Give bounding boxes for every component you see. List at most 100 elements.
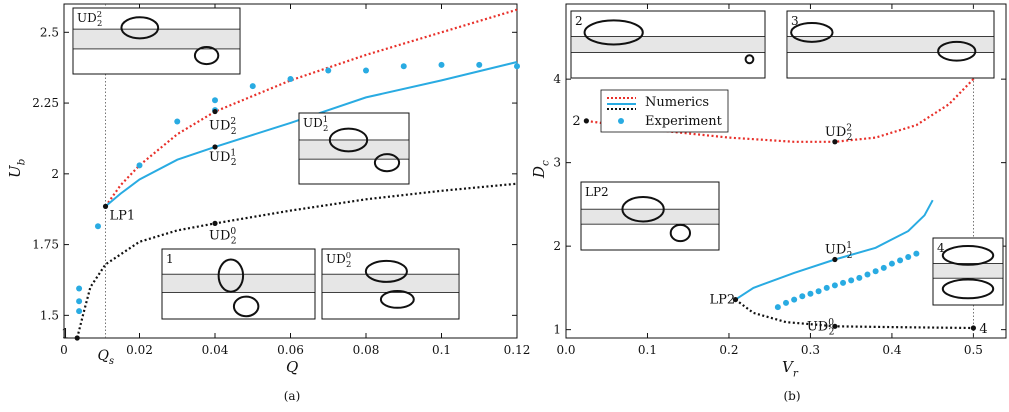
x-tick-label: 0.1 xyxy=(432,343,451,357)
inset-3-drop-1 xyxy=(621,195,665,223)
x-tick-label: 0 xyxy=(60,343,68,357)
inset-2-drop-2 xyxy=(373,153,401,173)
y-tick-label: 4 xyxy=(553,72,561,86)
legend-entry-numerics: Numerics xyxy=(645,95,709,110)
x-tick-label: 0.06 xyxy=(277,343,304,357)
x-tick-label: 0.08 xyxy=(353,343,380,357)
inset-1-drop-1 xyxy=(583,19,644,46)
y-tick-label: 2 xyxy=(553,239,561,253)
experiment-point-9 xyxy=(249,83,256,90)
experiment-point-2 xyxy=(783,299,789,306)
experiment-point-11 xyxy=(856,274,863,281)
legend-entry-experiment: Experiment xyxy=(645,114,723,129)
x-tick-label: 0.12 xyxy=(504,343,531,357)
y-tick-label: 1.75 xyxy=(32,238,59,252)
marked-point-label: UD0 2 xyxy=(807,318,835,338)
legend-experiment-swatch xyxy=(618,118,624,124)
inset-2-label: UD1 2 xyxy=(303,114,328,133)
x-axis-label: Vr xyxy=(782,358,799,380)
inset-1-drop-2 xyxy=(744,54,755,65)
reference-line-label: Qs xyxy=(98,348,115,367)
experiment-point-17 xyxy=(905,254,912,261)
experiment-point-7 xyxy=(823,284,830,291)
marked-point-6 xyxy=(732,296,739,303)
inset-4-drop-2 xyxy=(379,290,415,309)
experiment-point-12 xyxy=(864,271,871,278)
experiment-point-10 xyxy=(848,277,855,284)
inset-3-channel xyxy=(580,208,720,225)
panel-a: 0 0.02 0.04 0.06 0.08 0.1 0.12 1.5 1.75 2 2.25 2.5 L… xyxy=(6,3,531,403)
experiment-point-16 xyxy=(897,257,904,264)
marked-point-label: 1 xyxy=(61,327,69,342)
experiment-point-4 xyxy=(799,293,806,300)
inset-3-drop-2 xyxy=(232,295,260,318)
experiment-point-1 xyxy=(76,308,83,315)
inset-1-channel xyxy=(72,28,241,50)
experiment-point-4 xyxy=(94,223,101,230)
marked-point-5 xyxy=(74,335,80,341)
experiment-point-1 xyxy=(774,304,781,311)
marked-point-label: LP2 xyxy=(709,293,735,308)
x-axis-label: Q xyxy=(286,358,298,376)
experiment-point-6 xyxy=(174,118,181,125)
inset-4-label: UD0 2 xyxy=(326,250,351,269)
y-tick-label: 3 xyxy=(553,156,561,170)
inset-2-channel xyxy=(786,36,995,53)
experiment-point-15 xyxy=(476,61,483,68)
experiment-point-14 xyxy=(438,61,445,68)
x-tick-label: 0.3 xyxy=(801,343,820,357)
experiment-point-18 xyxy=(913,250,920,257)
marked-point-label: LP1 xyxy=(110,208,136,223)
plot-frame xyxy=(565,3,1007,339)
y-axis-label: Dc xyxy=(530,160,552,179)
x-tick-label: 0.04 xyxy=(202,343,229,357)
inset-3-label: 1 xyxy=(166,252,174,266)
inset-3-drop-2 xyxy=(669,223,692,243)
experiment-point-15 xyxy=(888,260,895,267)
y-tick-label: 2.5 xyxy=(40,25,59,39)
marked-point-2 xyxy=(212,108,218,115)
x-tick-label: 0.1 xyxy=(638,343,657,357)
marked-point-1 xyxy=(102,203,109,209)
series-line-1 xyxy=(104,8,518,208)
marked-point-7 xyxy=(970,325,977,331)
experiment-point-8 xyxy=(831,282,838,289)
marked-point-1 xyxy=(583,118,589,124)
experiment-point-13 xyxy=(400,63,407,70)
marked-point-label: UD0 2 xyxy=(209,227,237,247)
series-line-1 xyxy=(586,53,983,143)
experiment-point-10 xyxy=(287,76,294,83)
inset-1-label: UD2 2 xyxy=(77,9,102,28)
experiment-point-9 xyxy=(840,279,847,286)
x-tick-label: 0.5 xyxy=(964,343,983,357)
inset-2-drop-1 xyxy=(790,22,834,43)
inset-1-drop-2 xyxy=(193,45,220,66)
panel-label: (a) xyxy=(284,389,301,403)
experiment-point-12 xyxy=(363,67,369,74)
inset-1-label: 2 xyxy=(575,14,583,28)
experiment-point-16 xyxy=(514,63,520,70)
inset-4-label: 4 xyxy=(937,241,945,255)
experiment-point-8 xyxy=(212,97,218,104)
marked-point-4 xyxy=(212,220,218,226)
y-tick-label: 1 xyxy=(553,323,561,337)
marked-point-label: UD2 2 xyxy=(825,123,853,143)
inset-3-drop-1 xyxy=(217,258,245,293)
inset-2-channel xyxy=(298,139,410,160)
marked-point-label: 2 xyxy=(572,114,580,129)
y-tick-label: 2 xyxy=(51,167,59,181)
inset-4-drop-1 xyxy=(364,259,408,283)
inset-2-drop-1 xyxy=(328,127,369,153)
marked-point-label: 4 xyxy=(979,322,987,337)
legend-frame xyxy=(600,89,729,133)
marked-point-label: UD1 2 xyxy=(825,241,853,261)
experiment-point-13 xyxy=(872,268,879,275)
inset-2-drop-2 xyxy=(937,40,977,62)
y-axis-label: Ub xyxy=(6,158,28,178)
x-tick-label: 0.0 xyxy=(556,343,575,357)
x-tick-label: 0.02 xyxy=(126,343,153,357)
inset-4-channel xyxy=(321,273,460,293)
inset-2-label: 3 xyxy=(791,14,799,28)
